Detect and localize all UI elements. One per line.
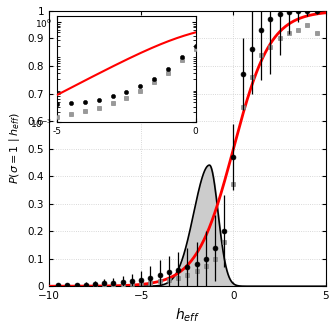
X-axis label: $h_{eff}$: $h_{eff}$ — [175, 307, 200, 324]
Y-axis label: $P(\sigma = 1 \mid h_{eff})$: $P(\sigma = 1 \mid h_{eff})$ — [7, 113, 22, 184]
